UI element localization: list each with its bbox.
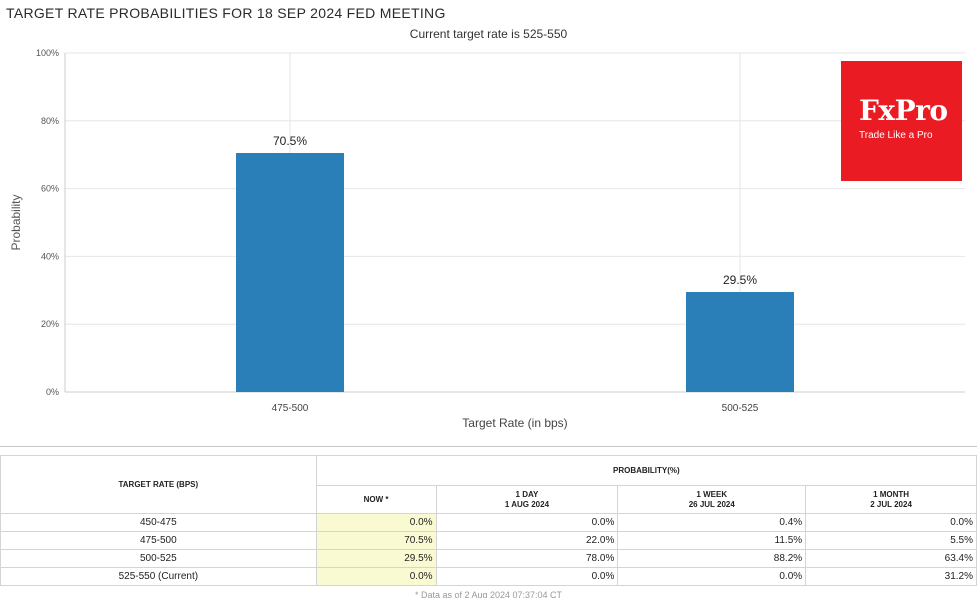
- x-tick-label: 500-525: [722, 403, 759, 414]
- bar-layer: [236, 153, 794, 392]
- target-rate-cell: 500-525: [0, 549, 317, 568]
- target-rate-cell: 475-500: [0, 531, 317, 550]
- label-layer: 0% 20% 40% 60% 80% 100% 475-500 500-525 70.5% 29.…: [9, 48, 759, 430]
- probability-cell: 78.0%: [435, 549, 619, 568]
- probability-cell: 22.0%: [435, 531, 619, 550]
- x-axis-title: Target Rate (in bps): [462, 416, 567, 430]
- probability-header: PROBABILITY(%): [315, 455, 977, 486]
- probability-column-header: 1 WEEK 26 JUL 2024: [617, 485, 807, 514]
- y-tick-label: 100%: [36, 48, 59, 58]
- chart-subtitle: Current target rate is 525-550: [409, 27, 568, 41]
- target-rate-cell: 450-475: [0, 513, 317, 532]
- y-tick-label: 60%: [41, 184, 59, 194]
- column-header-line1: 1 MONTH: [873, 489, 910, 499]
- column-header-line2: 1 AUG 2024: [504, 499, 550, 509]
- probability-cell: 5.5%: [805, 531, 977, 550]
- target-rate-cell: 525-550 (Current): [0, 567, 317, 586]
- x-tick-label: 475-500: [272, 403, 309, 414]
- now-probability-cell: 29.5%: [315, 549, 437, 568]
- probability-cell: 0.0%: [435, 513, 619, 532]
- probability-cell: 88.2%: [617, 549, 807, 568]
- probability-cell: 11.5%: [617, 531, 807, 550]
- fxpro-logo: FxPro Trade Like a Pro: [841, 61, 962, 181]
- probability-cell: 0.4%: [617, 513, 807, 532]
- probability-table: TARGET RATE (BPS) PROBABILITY(%) NOW * 1 …: [0, 455, 977, 586]
- probability-column-header: 1 MONTH 2 JUL 2024: [805, 485, 977, 514]
- y-tick-label: 0%: [46, 387, 59, 397]
- probability-column-header: 1 DAY 1 AUG 2024: [435, 485, 619, 514]
- page-title: TARGET RATE PROBABILITIES FOR 18 SEP 202…: [6, 5, 446, 21]
- now-probability-cell: 0.0%: [315, 567, 437, 586]
- probability-cell: 31.2%: [805, 567, 977, 586]
- bar-value-label: 70.5%: [273, 134, 307, 148]
- grid-layer: [65, 52, 965, 393]
- column-header-line1: 1 DAY: [515, 489, 539, 499]
- y-tick-label: 80%: [41, 116, 59, 126]
- column-header-line2: 2 JUL 2024: [870, 499, 912, 509]
- table-row: 450-475 0.0% 0.0% 0.4% 0.0%: [0, 513, 977, 532]
- logo-tagline: Trade Like a Pro: [859, 130, 933, 141]
- bar-chart: 0% 20% 40% 60% 80% 100% 475-500 500-525 70.5% 29.…: [9, 48, 965, 430]
- now-probability-cell: 0.0%: [315, 513, 437, 532]
- probability-cell: 63.4%: [805, 549, 977, 568]
- rate-column-header: TARGET RATE (BPS): [0, 455, 317, 514]
- y-tick-label: 20%: [41, 319, 59, 329]
- table-row: 500-525 29.5% 78.0% 88.2% 63.4%: [0, 549, 977, 568]
- bar-500-525: [686, 291, 794, 392]
- probability-table-section: TARGET RATE (BPS) PROBABILITY(%) NOW * 1 …: [0, 446, 977, 598]
- bar-475-500: [236, 153, 344, 392]
- column-header-line1: NOW *: [363, 494, 389, 504]
- axis-layer: [64, 53, 965, 393]
- column-header-line2: 26 JUL 2024: [688, 499, 735, 509]
- probability-cell: 0.0%: [435, 567, 619, 586]
- logo-brand: FxPro: [859, 94, 948, 127]
- y-axis-title: Probability: [9, 194, 23, 250]
- column-header-line1: 1 WEEK: [696, 489, 728, 499]
- table-row: 525-550 (Current) 0.0% 0.0% 0.0% 31.2%: [0, 567, 977, 586]
- probability-column-header: NOW *: [315, 485, 437, 514]
- probability-cell: 0.0%: [805, 513, 977, 532]
- data-timestamp-footnote: * Data as of 2 Aug 2024 07:37:04 CT: [414, 590, 563, 598]
- y-tick-label: 40%: [41, 251, 59, 261]
- bar-value-label: 29.5%: [723, 273, 757, 287]
- probability-cell: 0.0%: [617, 567, 807, 586]
- table-row: 475-500 70.5% 22.0% 11.5% 5.5%: [0, 531, 977, 550]
- now-probability-cell: 70.5%: [315, 531, 437, 550]
